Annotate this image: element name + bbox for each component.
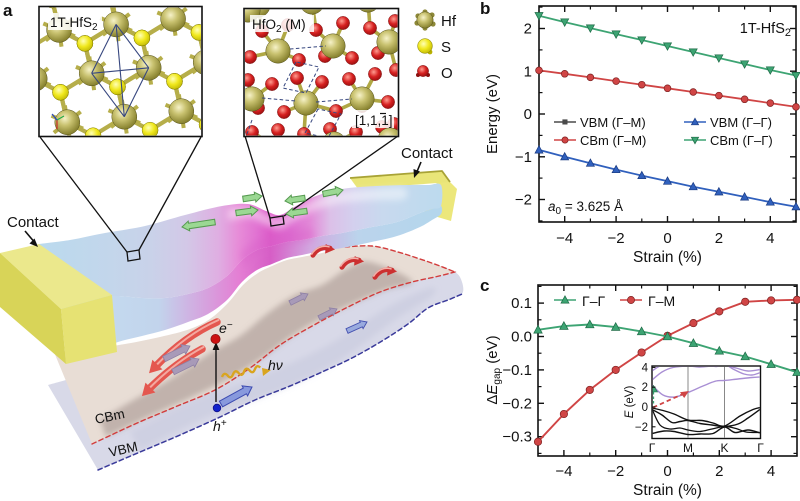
svg-text:−2: −2 [608, 230, 625, 247]
svg-text:−0.2: −0.2 [502, 395, 532, 412]
svg-text:0.1: 0.1 [511, 295, 532, 312]
svg-text:1: 1 [524, 63, 532, 80]
svg-text:Γ: Γ [649, 441, 656, 455]
svg-text:[1,1,1]: [1,1,1] [355, 113, 393, 128]
svg-text:Hf: Hf [441, 13, 457, 30]
svg-text:VBM (Γ–Γ): VBM (Γ–Γ) [710, 115, 772, 130]
svg-text:2: 2 [715, 230, 723, 247]
svg-text:Γ–M: Γ–M [648, 293, 675, 309]
svg-text:−4: −4 [555, 463, 572, 480]
svg-text:Strain (%): Strain (%) [633, 482, 702, 499]
svg-text:0: 0 [663, 463, 671, 480]
svg-text:b: b [480, 0, 490, 18]
svg-text:Strain (%): Strain (%) [633, 249, 702, 266]
svg-text:1T-HfS2: 1T-HfS2 [50, 15, 98, 33]
svg-text:0.0: 0.0 [511, 329, 532, 346]
svg-text:0: 0 [663, 230, 671, 247]
svg-text:HfO2 (M): HfO2 (M) [252, 17, 306, 35]
svg-text:Contact: Contact [7, 214, 60, 231]
svg-text:K: K [720, 441, 728, 455]
svg-text:Γ: Γ [757, 441, 764, 455]
svg-text:ΔEgap (eV): ΔEgap (eV) [484, 335, 503, 404]
svg-text:1T-HfS2: 1T-HfS2 [740, 21, 791, 39]
svg-text:a: a [3, 1, 13, 20]
svg-text:−2: −2 [515, 192, 532, 209]
svg-text:−1: −1 [515, 149, 532, 166]
svg-text:c: c [480, 276, 489, 295]
svg-text:Γ–Γ: Γ–Γ [582, 293, 605, 309]
svg-text:2: 2 [642, 382, 648, 394]
svg-text:O: O [441, 65, 453, 82]
svg-text:−0.1: −0.1 [502, 362, 532, 379]
svg-text:2: 2 [715, 463, 723, 480]
svg-text:4: 4 [767, 463, 775, 480]
svg-text:VBM: VBM [107, 439, 139, 460]
svg-text:0: 0 [642, 402, 648, 414]
svg-text:a0 = 3.625 Å: a0 = 3.625 Å [548, 199, 623, 217]
svg-text:S: S [441, 39, 451, 56]
svg-text:CBm: CBm [94, 406, 126, 427]
svg-text:2: 2 [524, 21, 532, 38]
svg-text:Energy (eV): Energy (eV) [484, 74, 501, 154]
svg-text:4: 4 [642, 362, 649, 374]
svg-text:−0.3: −0.3 [502, 429, 532, 446]
svg-text:−2: −2 [635, 422, 648, 434]
svg-text:VBM (Γ–M): VBM (Γ–M) [580, 115, 646, 130]
svg-text:4: 4 [766, 230, 774, 247]
svg-text:0: 0 [524, 106, 532, 123]
svg-text:−4: −4 [556, 230, 573, 247]
svg-text:CBm (Γ–Γ): CBm (Γ–Γ) [710, 133, 773, 148]
svg-text:hν: hν [268, 357, 283, 373]
svg-text:M: M [683, 441, 693, 455]
svg-text:−2: −2 [607, 463, 624, 480]
svg-text:E (eV): E (eV) [624, 386, 636, 419]
svg-text:Contact: Contact [401, 145, 454, 162]
svg-text:CBm (Γ–M): CBm (Γ–M) [580, 133, 646, 148]
